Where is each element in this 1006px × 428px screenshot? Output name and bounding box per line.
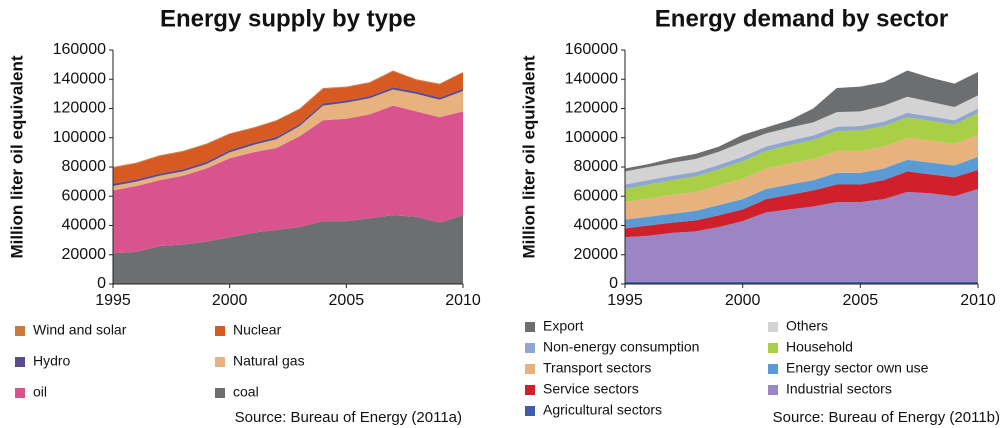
legend-label: Service sectors bbox=[543, 381, 639, 397]
x-tick-label: 2000 bbox=[725, 292, 761, 309]
area bbox=[113, 105, 463, 254]
legend-label: coal bbox=[233, 384, 259, 400]
y-tick-label: 160000 bbox=[565, 41, 618, 58]
y-tick-label: 140000 bbox=[565, 70, 618, 87]
legend-swatch bbox=[525, 322, 535, 332]
area bbox=[625, 134, 978, 220]
legend-swatch bbox=[768, 322, 778, 332]
chart-title: Energy supply by type bbox=[160, 5, 416, 32]
legend-swatch bbox=[768, 343, 778, 353]
legend-label: Natural gas bbox=[233, 353, 305, 369]
legend-swatch bbox=[215, 357, 225, 367]
y-tick-label: 100000 bbox=[565, 129, 618, 146]
legend-label: Industrial sectors bbox=[786, 381, 892, 397]
area bbox=[625, 70, 978, 172]
legend-label: Nuclear bbox=[233, 322, 282, 338]
legend-swatch bbox=[15, 326, 25, 336]
area bbox=[113, 89, 463, 191]
legend-swatch bbox=[15, 357, 25, 367]
legend-swatch bbox=[768, 385, 778, 395]
source-note: Source: Bureau of Energy (2011a) bbox=[235, 409, 462, 426]
area bbox=[625, 108, 978, 189]
area bbox=[625, 169, 978, 238]
x-tick-label: 2005 bbox=[843, 292, 879, 309]
legend-label: Energy sector own use bbox=[786, 360, 929, 376]
y-tick-label: 100000 bbox=[53, 129, 106, 146]
legend-swatch bbox=[525, 343, 535, 353]
y-tick-label: 140000 bbox=[53, 70, 106, 87]
legend-label: Household bbox=[786, 339, 853, 355]
area bbox=[113, 71, 463, 184]
legend-label: Non-energy consumption bbox=[543, 339, 699, 355]
legend-label: Export bbox=[543, 318, 584, 334]
y-tick-label: 20000 bbox=[62, 246, 107, 263]
chart-title: Energy demand by sector bbox=[655, 5, 948, 32]
legend-label: oil bbox=[33, 384, 47, 400]
legend-label: Wind and solar bbox=[33, 322, 127, 338]
y-tick-label: 80000 bbox=[62, 158, 107, 175]
legend-swatch bbox=[215, 326, 225, 336]
x-tick-label: 1995 bbox=[607, 292, 643, 309]
area bbox=[113, 215, 463, 284]
y-tick-label: 60000 bbox=[62, 187, 107, 204]
legend-label: Agricultural sectors bbox=[543, 402, 662, 418]
x-tick-label: 2010 bbox=[445, 292, 481, 309]
legend-swatch bbox=[525, 364, 535, 374]
y-tick-label: 160000 bbox=[53, 41, 106, 58]
y-tick-label: 20000 bbox=[574, 246, 619, 263]
area bbox=[625, 156, 978, 229]
legend-swatch bbox=[525, 406, 535, 416]
y-axis-label: Million liter oil equivalent bbox=[519, 55, 538, 258]
y-tick-label: 40000 bbox=[62, 217, 107, 234]
y-tick-label: 0 bbox=[609, 275, 618, 292]
legend-label: Others bbox=[786, 318, 828, 334]
legend-swatch bbox=[15, 388, 25, 398]
area bbox=[625, 112, 978, 203]
legend-swatch bbox=[215, 388, 225, 398]
y-tick-label: 120000 bbox=[53, 100, 106, 117]
legend-swatch bbox=[525, 385, 535, 395]
y-tick-label: 80000 bbox=[574, 158, 619, 175]
x-tick-label: 2000 bbox=[212, 292, 248, 309]
y-tick-label: 0 bbox=[97, 275, 106, 292]
y-tick-label: 40000 bbox=[574, 217, 619, 234]
legend-swatch bbox=[768, 364, 778, 374]
source-note: Source: Bureau of Energy (2011b) bbox=[773, 409, 1000, 426]
x-tick-label: 1995 bbox=[95, 292, 131, 309]
legend-label: Hydro bbox=[33, 353, 71, 369]
area bbox=[625, 95, 978, 185]
area bbox=[625, 188, 978, 282]
y-tick-label: 120000 bbox=[565, 100, 618, 117]
area bbox=[625, 281, 978, 284]
x-tick-label: 2010 bbox=[960, 292, 996, 309]
x-tick-label: 2005 bbox=[329, 292, 365, 309]
y-tick-label: 60000 bbox=[574, 187, 619, 204]
legend-label: Transport sectors bbox=[543, 360, 651, 376]
y-axis-label: Million liter oil equivalent bbox=[7, 55, 26, 258]
